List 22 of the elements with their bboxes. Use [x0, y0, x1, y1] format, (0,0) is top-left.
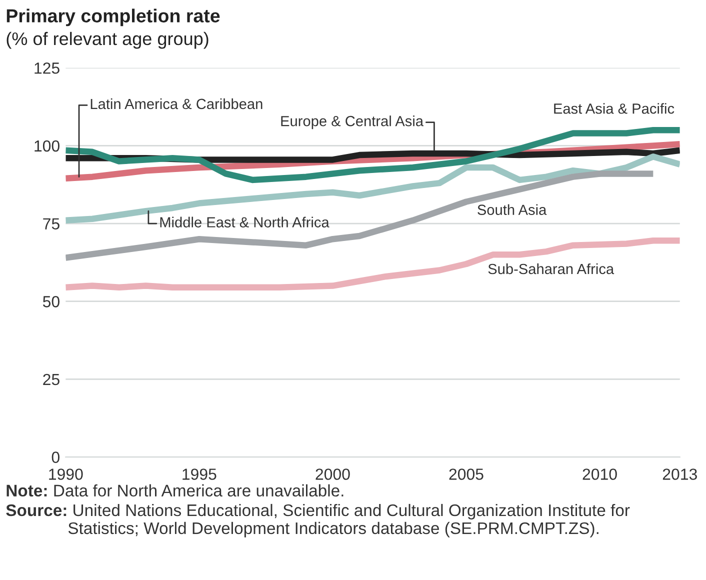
series-label: East Asia & Pacific [554, 103, 674, 114]
series-label: South Asia [478, 204, 547, 215]
series-label: Sub-Saharan Africa [488, 263, 614, 274]
x-tick-label: 1990 [49, 468, 83, 480]
text: Note: Data for North America are unavailable. [6, 484, 344, 497]
x-tick-label: 2013 [662, 468, 697, 480]
y-tick-label: 125 [34, 62, 60, 74]
y-tick-label: 75 [43, 218, 60, 230]
x-tick-label: 2010 [582, 468, 617, 480]
y-tick-label: 25 [43, 374, 60, 386]
chart-title: Primary completion rate [6, 8, 220, 26]
text: Latin America & Caribbean [90, 98, 262, 110]
series-label: Middle East & North Africa [160, 216, 330, 228]
y-tick-label: 0 [52, 452, 60, 463]
x-tick-label: 2005 [449, 468, 484, 480]
x-tick-label: 2000 [316, 468, 350, 480]
chart-subtitle: (% of relevant age group) [6, 32, 208, 49]
x-tick-label: 1995 [182, 468, 216, 480]
y-tick-label: 100 [34, 140, 60, 152]
y-tick-label: 50 [42, 296, 60, 308]
series-label: Europe & Central Asia [281, 116, 424, 130]
source-note: Source: United Nations Educational, Scientific and Cultural Organization Institute for Statistics; World Development Indicators database (SE.PRM.CMPT.ZS). [6, 504, 630, 538]
